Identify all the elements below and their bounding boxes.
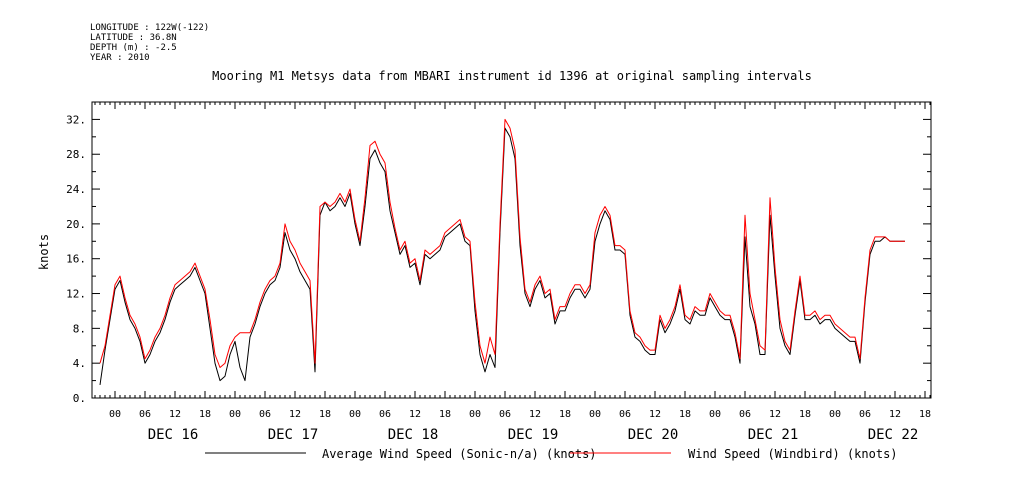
- x-day-label: DEC 18: [388, 427, 439, 443]
- x-hour-label: 12: [289, 409, 301, 420]
- x-hour-label: 18: [319, 409, 331, 420]
- plot-frame: [91, 101, 932, 399]
- x-axis-ticks: 00 06 12 18 00 06 12 18 00 06 12 18 00 06 12 18 00 06 12 18…: [94, 102, 931, 443]
- x-hour-label: 12: [889, 409, 901, 420]
- x-day-label: DEC 21: [748, 427, 799, 443]
- x-day-label: DEC 16: [148, 427, 199, 443]
- y-tick-label: 12.: [66, 288, 86, 301]
- chart-title: Mooring M1 Metsys data from MBARI instru…: [212, 69, 812, 83]
- x-day-label: DEC 19: [508, 427, 559, 443]
- x-hour-label: 00: [589, 409, 601, 420]
- y-axis-ticks: 0. 4. 8. 12. 16. 20. 24. 28. 32.: [66, 101, 931, 405]
- x-hour-label: 00: [109, 409, 121, 420]
- series-line-windbird-wind-speed: [99, 118, 905, 368]
- y-tick-label: 0.: [73, 392, 86, 405]
- x-day-label: DEC 17: [268, 427, 319, 443]
- latitude-text: LATITUDE : 36.8N: [90, 33, 177, 43]
- legend-label-average: Average Wind Speed (Sonic-n/a) (knots): [322, 447, 597, 461]
- x-hour-label: 00: [709, 409, 721, 420]
- y-tick-label: 8.: [73, 322, 86, 335]
- x-hour-label: 12: [649, 409, 661, 420]
- x-hour-label: 18: [439, 409, 451, 420]
- y-tick-label: 4.: [73, 357, 86, 370]
- y-tick-label: 20.: [66, 218, 86, 231]
- x-hour-label: 06: [619, 409, 631, 420]
- y-axis-label: knots: [37, 234, 51, 270]
- longitude-text: LONGITUDE : 122W(-122): [90, 23, 209, 33]
- x-day-label: DEC 22: [868, 427, 919, 443]
- year-text: YEAR : 2010: [90, 53, 150, 63]
- x-hour-label: 06: [499, 409, 511, 420]
- x-hour-label: 06: [139, 409, 151, 420]
- metadata-block: LONGITUDE : 122W(-122) LATITUDE : 36.8N …: [90, 23, 209, 63]
- x-hour-label: 06: [379, 409, 391, 420]
- x-hour-label: 00: [829, 409, 841, 420]
- x-hour-label: 12: [409, 409, 421, 420]
- y-tick-label: 24.: [66, 183, 86, 196]
- x-hour-label: 18: [199, 409, 211, 420]
- y-tick-label: 32.: [66, 113, 86, 126]
- x-hour-label: 06: [859, 409, 871, 420]
- x-hour-label: 12: [529, 409, 541, 420]
- x-hour-label: 12: [169, 409, 181, 420]
- x-hour-label: 18: [679, 409, 691, 420]
- x-hour-label: 00: [469, 409, 481, 420]
- y-tick-label: 28.: [66, 148, 86, 161]
- legend-label-windbird: Wind Speed (Windbird) (knots): [688, 447, 898, 461]
- x-hour-label: 00: [349, 409, 361, 420]
- x-day-label: DEC 20: [628, 427, 679, 443]
- y-tick-label: 16.: [66, 253, 86, 266]
- x-hour-label: 12: [769, 409, 781, 420]
- x-hour-label: 00: [229, 409, 241, 420]
- x-hour-label: 18: [799, 409, 811, 420]
- x-hour-label: 06: [259, 409, 271, 420]
- x-hour-label: 06: [739, 409, 751, 420]
- x-hour-label: 18: [559, 409, 571, 420]
- legend: Average Wind Speed (Sonic-n/a) (knots) W…: [205, 447, 898, 461]
- x-hour-label: 18: [919, 409, 931, 420]
- depth-text: DEPTH (m) : -2.5: [90, 43, 177, 53]
- series-layer: [99, 118, 905, 385]
